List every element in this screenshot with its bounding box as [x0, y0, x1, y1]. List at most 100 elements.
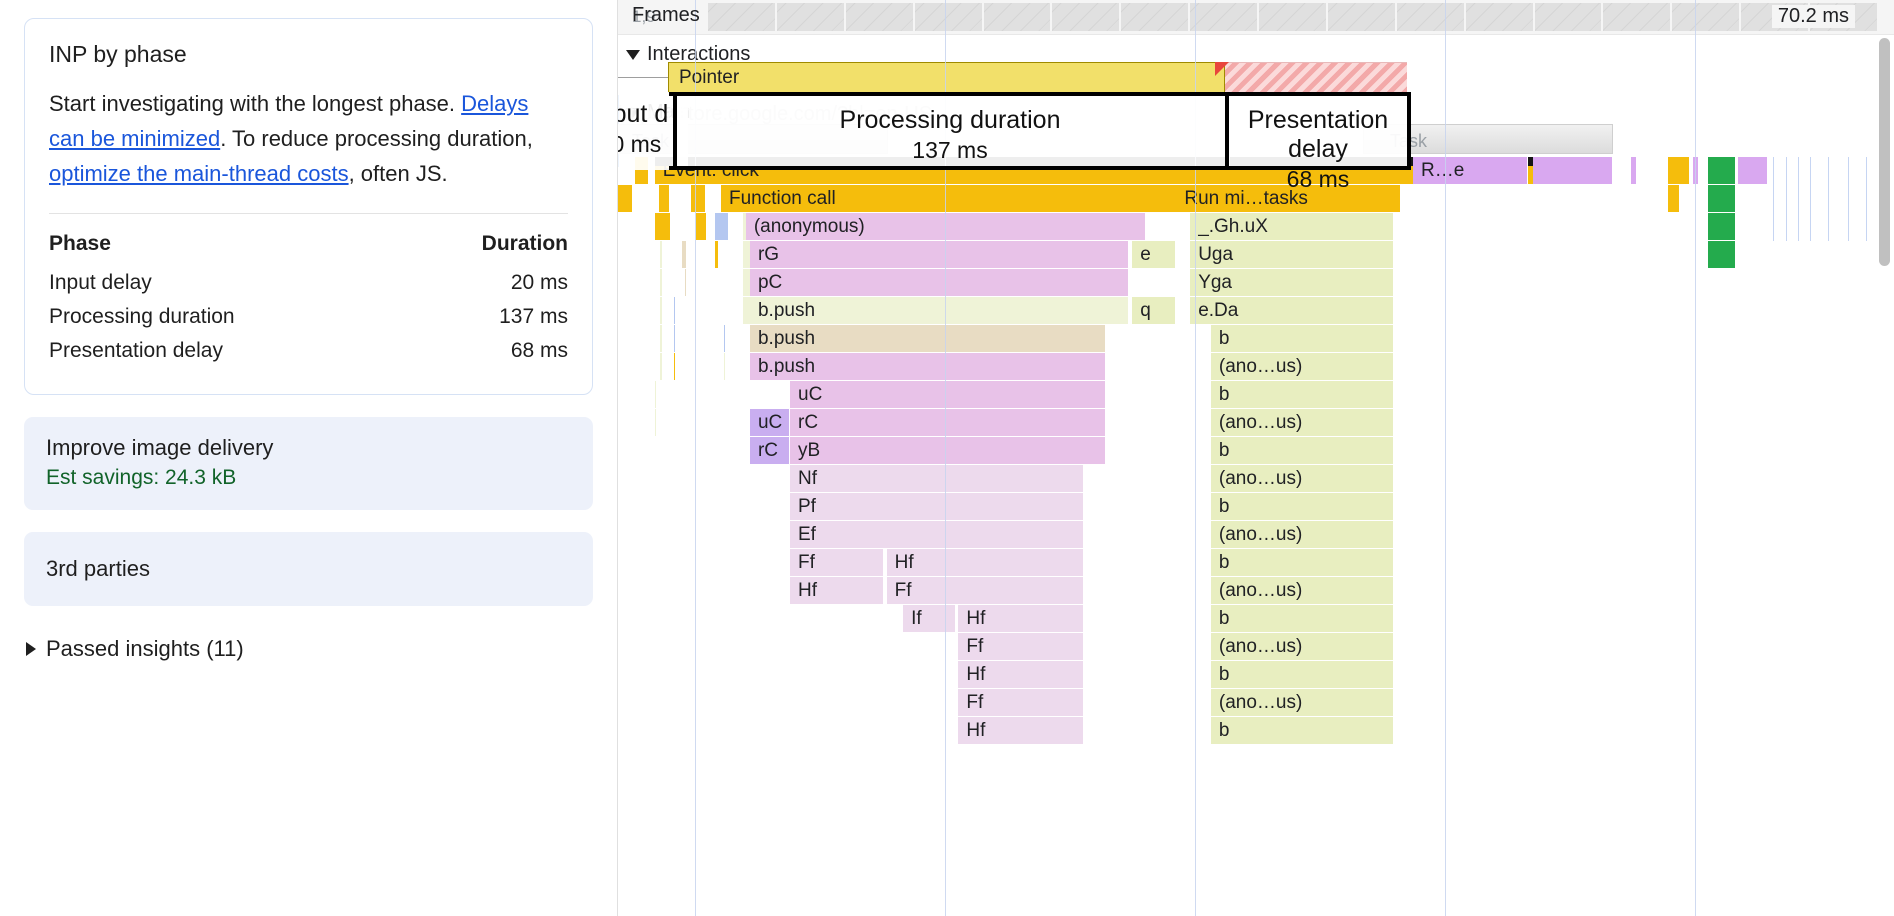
- flame-bar[interactable]: Run mi…tasks: [1176, 185, 1402, 212]
- flame-bar[interactable]: (ano…us): [1210, 465, 1395, 492]
- flame-chart[interactable]: Event: click Function call Run mi…tasks (an…: [618, 157, 1894, 916]
- flame-bar[interactable]: (ano…us): [1210, 409, 1395, 436]
- flame-bar[interactable]: Ef: [790, 521, 1084, 548]
- vertical-scrollbar-thumb[interactable]: [1879, 38, 1890, 266]
- flame-bar[interactable]: [674, 297, 677, 324]
- flame-bar[interactable]: [660, 241, 664, 268]
- flame-bar[interactable]: Hf: [958, 717, 1084, 744]
- flame-bar[interactable]: e: [1132, 241, 1177, 268]
- flame-bar[interactable]: [690, 185, 706, 212]
- frame-cell[interactable]: [1121, 3, 1189, 31]
- flame-bar-sliver[interactable]: [1708, 185, 1736, 212]
- flame-bar[interactable]: Pf: [790, 493, 1084, 520]
- flame-bar[interactable]: (ano…us): [1210, 353, 1395, 380]
- flame-bar[interactable]: b: [1210, 437, 1395, 464]
- flame-bar[interactable]: Nf: [790, 465, 1084, 492]
- flame-bar[interactable]: rC: [749, 437, 790, 464]
- flame-bar[interactable]: R…e: [1413, 157, 1528, 184]
- frames-track[interactable]: 1,9 Frames 70.2 ms: [618, 0, 1894, 35]
- flame-bar-sliver[interactable]: [1828, 157, 1830, 241]
- flame-bar[interactable]: rG: [749, 241, 1130, 268]
- flame-bar[interactable]: pC: [749, 269, 1130, 296]
- frame-cell[interactable]: [1603, 3, 1671, 31]
- flame-bar[interactable]: uC: [749, 409, 790, 436]
- flame-bar[interactable]: [660, 325, 663, 352]
- flame-bar[interactable]: [682, 241, 687, 268]
- frame-cell[interactable]: [914, 3, 982, 31]
- frame-cell[interactable]: [1259, 3, 1326, 31]
- flame-bar[interactable]: Hf: [790, 577, 884, 604]
- flame-bar[interactable]: uC: [790, 381, 1107, 408]
- flame-bar[interactable]: Ff: [958, 689, 1084, 716]
- frame-cell[interactable]: [1534, 3, 1602, 31]
- flame-bar[interactable]: [618, 185, 634, 212]
- flame-bar-sliver[interactable]: [1738, 157, 1768, 184]
- flame-bar[interactable]: (ano…us): [1210, 521, 1395, 548]
- flame-bar[interactable]: _.Gh.uX: [1190, 213, 1395, 240]
- flame-bar[interactable]: Hf: [886, 549, 1084, 576]
- frame-cell[interactable]: [845, 3, 913, 31]
- frame-cell[interactable]: [1465, 3, 1533, 31]
- flame-bar[interactable]: b: [1210, 549, 1395, 576]
- flame-bar[interactable]: b.push: [749, 325, 1106, 352]
- flame-bar[interactable]: [696, 213, 707, 240]
- flame-bar-sliver[interactable]: [1810, 157, 1812, 241]
- flame-bar-sliver[interactable]: [1708, 213, 1736, 240]
- main-track[interactable]: Main https://store.google.com/?hl=en-US …: [618, 95, 1894, 916]
- flame-bar-sliver[interactable]: [1866, 157, 1868, 241]
- flame-bar[interactable]: rC: [790, 409, 1107, 436]
- flame-bar[interactable]: b.push: [749, 353, 1106, 380]
- flame-bar[interactable]: [654, 409, 658, 436]
- flame-bar[interactable]: b: [1210, 381, 1395, 408]
- frame-cell[interactable]: [1052, 3, 1120, 31]
- flame-bar-sliver[interactable]: [1798, 157, 1800, 241]
- delays-minimized-link[interactable]: Delays can be minimized: [49, 91, 529, 151]
- flame-bar[interactable]: If: [903, 605, 956, 632]
- frames-strip[interactable]: [708, 3, 1877, 31]
- frame-cell[interactable]: [708, 3, 775, 31]
- triangle-down-icon[interactable]: [626, 49, 640, 60]
- flame-bar-sliver[interactable]: [1693, 157, 1699, 184]
- flame-bar[interactable]: [660, 353, 663, 380]
- flame-bar[interactable]: Hf: [958, 661, 1084, 688]
- insight-item-3rd-parties[interactable]: 3rd parties: [24, 532, 593, 606]
- flame-bar[interactable]: [660, 297, 663, 324]
- frame-cell[interactable]: [1190, 3, 1257, 31]
- frame-cell[interactable]: [776, 3, 844, 31]
- flame-bar[interactable]: [654, 213, 672, 240]
- flame-bar[interactable]: [723, 353, 727, 380]
- flame-bar[interactable]: Ff: [958, 633, 1084, 660]
- flame-bar[interactable]: [660, 269, 663, 296]
- flame-bar[interactable]: Yga: [1190, 269, 1395, 296]
- flame-bar[interactable]: [685, 269, 688, 296]
- flame-bar[interactable]: Uga: [1190, 241, 1395, 268]
- flame-bar[interactable]: q: [1132, 297, 1177, 324]
- flame-bar[interactable]: Ff: [790, 549, 884, 576]
- flame-bar[interactable]: yB: [790, 437, 1107, 464]
- flame-bar-sliver[interactable]: [1773, 157, 1775, 241]
- flame-bar[interactable]: [715, 241, 719, 268]
- interactions-track[interactable]: Interactions Pointer: [618, 35, 1894, 95]
- flame-bar[interactable]: [654, 381, 658, 408]
- flame-bar-sliver[interactable]: [1708, 157, 1736, 184]
- flame-bar-sliver[interactable]: [1708, 241, 1736, 268]
- timeline-pane[interactable]: 1,9 Frames 70.2 ms: [617, 0, 1894, 916]
- flame-bar[interactable]: [674, 353, 677, 380]
- flame-bar[interactable]: b: [1210, 605, 1395, 632]
- flame-bar-sliver[interactable]: [1533, 157, 1613, 184]
- flame-bar-sliver[interactable]: [1668, 157, 1690, 184]
- flame-bar[interactable]: [723, 325, 727, 352]
- flame-bar[interactable]: b.push: [749, 297, 1130, 324]
- interaction-entry-pointer[interactable]: Pointer: [668, 62, 1225, 93]
- flame-bar[interactable]: (ano…us): [1210, 689, 1395, 716]
- optimize-main-thread-link[interactable]: optimize the main-thread costs: [49, 161, 349, 186]
- flame-bar[interactable]: b: [1210, 661, 1395, 688]
- flame-bar[interactable]: b: [1210, 493, 1395, 520]
- frame-cell[interactable]: [983, 3, 1051, 31]
- flame-bar[interactable]: Hf: [958, 605, 1084, 632]
- flame-bar-sliver[interactable]: [1631, 157, 1637, 184]
- flame-bar[interactable]: (ano…us): [1210, 633, 1395, 660]
- flame-bar[interactable]: [674, 325, 677, 352]
- frame-cell[interactable]: [1672, 3, 1740, 31]
- flame-bar[interactable]: e.Da: [1190, 297, 1395, 324]
